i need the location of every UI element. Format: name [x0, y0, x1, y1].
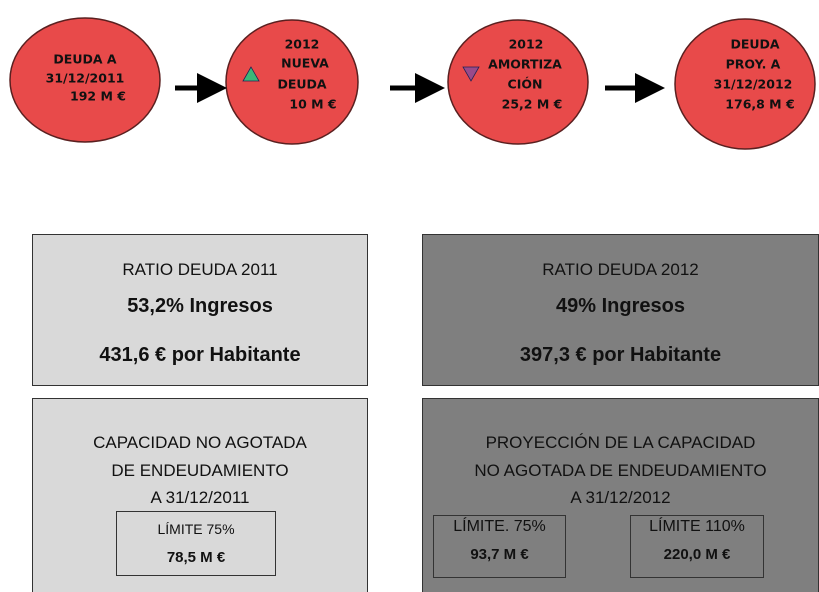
capacity-title: A 31/12/2012 [570, 488, 671, 507]
node-text: 31/12/2012 [714, 77, 793, 92]
capacity-title: DE ENDEUDAMIENTO [111, 461, 289, 480]
node-text: 31/12/2011 [46, 71, 125, 86]
capacity-box: PROYECCIÓN DE LA CAPACIDAD NO AGOTADA DE… [422, 398, 819, 592]
node-text: AMORTIZA [488, 57, 562, 72]
ratio-title: RATIO DEUDA 2011 [122, 260, 278, 279]
limit-box: LÍMITE 110% 220,0 M € [630, 515, 764, 578]
capacity-box: CAPACIDAD NO AGOTADA DE ENDEUDAMIENTO A … [32, 398, 368, 592]
node-text: 10 M € [289, 97, 336, 112]
limit-label: LÍMITE 110% [649, 518, 745, 535]
limit-value: 220,0 M € [663, 546, 731, 563]
node-text: 176,8 M € [725, 97, 794, 112]
ratio-per-capita: 397,3 € por Habitante [519, 344, 722, 366]
node [674, 18, 816, 150]
node [9, 17, 161, 143]
limit-label: LÍMITE 75% [157, 521, 235, 537]
node-text: CIÓN [508, 77, 543, 92]
flow: DEUDA A 31/12/2011 192 M € 2012 NUEVA DE… [9, 17, 816, 150]
down-icon [462, 66, 480, 82]
limit-label: LÍMITE. 75% [453, 518, 546, 535]
limit-box: LÍMITE. 75% 93,7 M € [433, 515, 566, 578]
node-text: 192 M € [70, 89, 126, 104]
ratio-income: 53,2% Ingresos [127, 295, 273, 317]
ratio-box: RATIO DEUDA 2011 53,2% Ingresos 431,6 € … [32, 234, 368, 386]
limit-value: 78,5 M € [166, 549, 226, 566]
ratio-income: 49% Ingresos [556, 295, 685, 317]
node-text: 2012 [509, 37, 544, 52]
node-text: DEUDA A [53, 52, 116, 67]
ratio-box: RATIO DEUDA 2012 49% Ingresos 397,3 € po… [422, 234, 819, 386]
limit-value: 93,7 M € [470, 546, 529, 563]
capacity-title: NO AGOTADA DE ENDEUDAMIENTO [474, 461, 767, 480]
node-text: PROY. A [726, 57, 781, 72]
node [447, 19, 589, 145]
node-text: DEUDA [730, 37, 779, 52]
capacity-title: PROYECCIÓN DE LA CAPACIDAD [485, 433, 756, 452]
node-text: 25,2 M € [502, 97, 563, 112]
node-text: DEUDA [277, 77, 326, 92]
capacity-title: CAPACIDAD NO AGOTADA [93, 433, 307, 452]
node-text: 2012 [285, 37, 320, 52]
ratio-per-capita: 431,6 € por Habitante [99, 344, 301, 366]
node-text: NUEVA [281, 56, 329, 71]
limit-box: LÍMITE 75% 78,5 M € [116, 511, 276, 576]
up-icon [242, 66, 260, 82]
ratio-title: RATIO DEUDA 2012 [542, 260, 699, 279]
capacity-title: A 31/12/2011 [150, 488, 250, 507]
